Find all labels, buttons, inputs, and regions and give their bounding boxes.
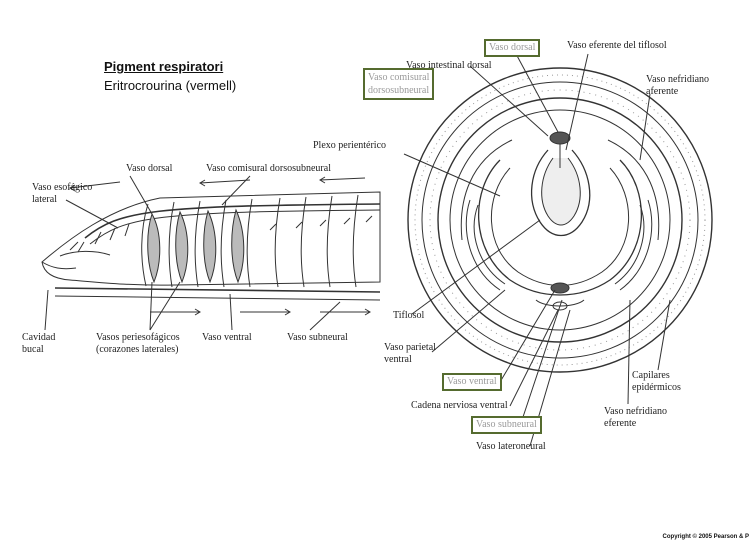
highlight-vaso-dorsal: Vaso dorsal: [484, 39, 541, 57]
label-vaso-parietal-line2: ventral: [384, 354, 412, 365]
label-vaso-nefridiano-eferente-line1: Vaso nefridiano: [604, 406, 668, 417]
label-vaso-subneural-left: Vaso subneural: [287, 332, 348, 343]
label-vaso-nefridiano-aferente-line2: aferente: [646, 86, 679, 97]
label-vaso-esofagico-line2: lateral: [32, 194, 57, 205]
highlight-vaso-comisural-line1: Vaso comisural: [368, 72, 430, 83]
label-vaso-ventral-left: Vaso ventral: [202, 332, 252, 343]
highlight-vaso-comisural-line2: dorsosubneural: [368, 85, 430, 96]
highlight-vaso-comisural: Vaso comisural dorsosubneural: [363, 68, 435, 100]
slide-subtitle: Eritrocrourina (vermell): [104, 78, 237, 93]
label-cadena-nerviosa: Cadena nerviosa ventral: [411, 400, 508, 411]
highlight-vaso-subneural: Vaso subneural: [471, 416, 542, 434]
label-vaso-parietal-line1: Vaso parietal: [384, 342, 436, 353]
copyright-notice: Copyright © 2005 Pearson & P: [662, 534, 749, 540]
label-cavidad-line2: bucal: [22, 344, 44, 355]
slide-title: Pigment respiratori: [104, 59, 224, 74]
label-cavidad-line1: Cavidad: [22, 332, 56, 343]
label-vaso-dorsal-left: Vaso dorsal: [126, 163, 173, 174]
label-vasos-periesofagicos-line1: Vasos periesofágicos: [96, 332, 180, 343]
label-vaso-eferente-tiflosol: Vaso eferente del tiflosol: [567, 40, 667, 51]
label-plexo-perienterico: Plexo perientérico: [313, 140, 387, 151]
label-vaso-comisural-left: Vaso comisural dorsosubneural: [206, 163, 331, 174]
label-vaso-nefridiano-aferente-line1: Vaso nefridiano: [646, 74, 710, 85]
label-vasos-periesofagicos-line2: (corazones laterales): [96, 344, 179, 355]
label-capilares-line1: Capilares: [632, 370, 670, 381]
label-capilares-line2: epidérmicos: [632, 382, 681, 393]
label-vaso-intestinal-dorsal: Vaso intestinal dorsal: [406, 60, 492, 71]
label-vaso-esofagico-line1: Vaso esofágico: [32, 182, 93, 193]
label-tiflosol: Tiflosol: [393, 310, 425, 321]
label-vaso-lateroneural: Vaso lateroneural: [476, 441, 546, 452]
highlight-vaso-ventral: Vaso ventral: [442, 373, 502, 391]
label-vaso-nefridiano-eferente-line2: eferente: [604, 418, 637, 429]
